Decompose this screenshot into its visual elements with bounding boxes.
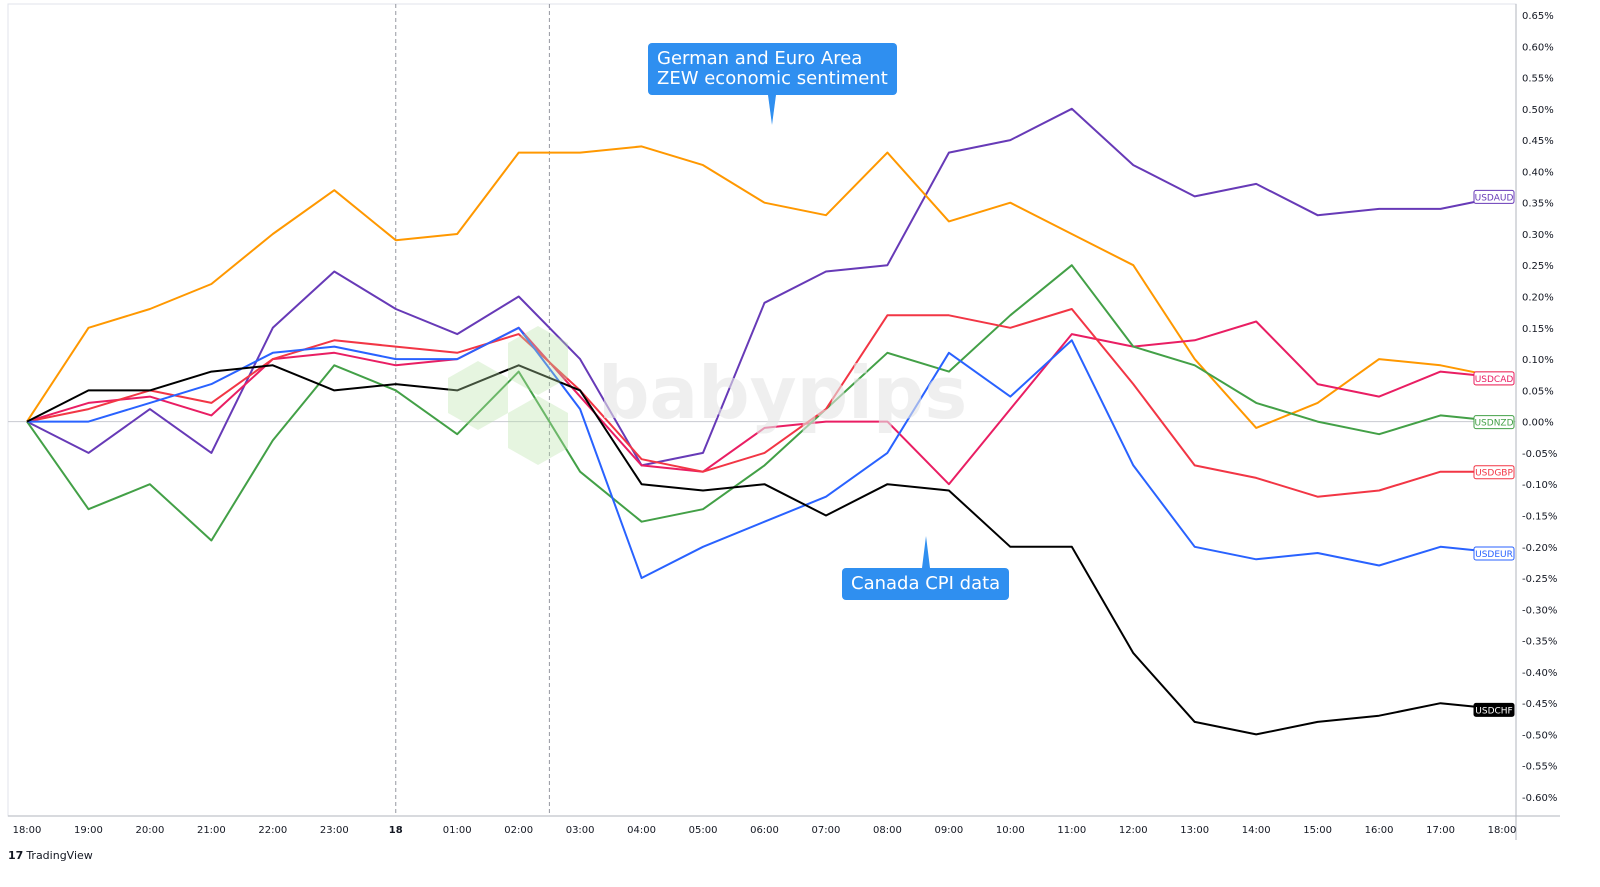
tradingview-logo-icon: 17 — [8, 849, 24, 862]
x-tick-label: 08:00 — [873, 825, 902, 836]
x-tick-label: 04:00 — [627, 825, 656, 836]
series-line-usdaud — [26, 107, 1503, 467]
x-tick-label: 09:00 — [934, 825, 963, 836]
x-tick-label: 17:00 — [1426, 825, 1455, 836]
annotation-cpi-line-1: Canada CPI data — [851, 573, 1001, 594]
series-tag-label-usdgbp: USDGBP — [1475, 469, 1513, 479]
series-line-usdnzd — [26, 264, 1503, 542]
x-tick-label: 03:00 — [566, 825, 595, 836]
series-line-usdgbp — [26, 308, 1502, 498]
x-tick-label: 05:00 — [689, 825, 718, 836]
y-tick-label: 0.15% — [1522, 324, 1554, 335]
x-tick-label: 18:00 — [1488, 825, 1517, 836]
y-tick-label: -0.45% — [1522, 699, 1557, 710]
x-tick-label: 15:00 — [1303, 825, 1332, 836]
x-tick-label: 01:00 — [443, 825, 472, 836]
x-tick-label: 18 — [389, 825, 403, 836]
y-tick-label: 0.55% — [1522, 74, 1554, 85]
x-tick-label: 14:00 — [1242, 825, 1271, 836]
series-line-usdjpy — [26, 145, 1503, 429]
x-tick-label: 18:00 — [13, 825, 42, 836]
x-tick-label: 06:00 — [750, 825, 779, 836]
y-tick-label: -0.60% — [1522, 793, 1557, 804]
x-tick-label: 13:00 — [1180, 825, 1209, 836]
y-tick-label: -0.25% — [1522, 574, 1557, 585]
annotation-zew: German and Euro Area ZEW economic sentim… — [648, 43, 897, 125]
y-tick-label: 0.20% — [1522, 293, 1554, 304]
annotation-zew-line-1: German and Euro Area — [657, 48, 863, 69]
x-tick-label: 16:00 — [1365, 825, 1394, 836]
event-lines-layer — [395, 4, 550, 816]
annotation-zew-line-2: ZEW economic sentiment — [657, 68, 888, 89]
series-tag-box-usdaud — [1473, 189, 1515, 204]
x-tick-label: 12:00 — [1119, 825, 1148, 836]
series-tag-label-usdchf: USDCHF — [1475, 706, 1512, 716]
y-tick-label: 0.10% — [1522, 355, 1554, 366]
y-tick-label: -0.50% — [1522, 730, 1557, 741]
y-tick-label: 0.45% — [1522, 136, 1554, 147]
x-tick-label: 20:00 — [136, 825, 165, 836]
series-tag-box-usdnzd — [1473, 415, 1515, 430]
y-axis-ticks: 0.65% 0.60% 0.55% 0.50% 0.45% 0.40% 0.35% 0.30%… — [1522, 11, 1557, 804]
x-tick-label: 21:00 — [197, 825, 226, 836]
y-tick-label: -0.15% — [1522, 511, 1557, 522]
x-tick-label: 19:00 — [74, 825, 103, 836]
tradingview-brand[interactable]: 17 TradingView — [8, 849, 93, 862]
y-tick-label: 0.60% — [1522, 42, 1554, 53]
series-price-tags: USDAUDUSDJPYUSDCADUSDNZDUSDGBPUSDEURUSDC… — [1473, 189, 1515, 717]
series-tag-box-usdchf — [1473, 702, 1515, 717]
series-tag-box-usdeur — [1473, 546, 1515, 561]
x-tick-label: 23:00 — [320, 825, 349, 836]
y-tick-label: 0.00% — [1522, 418, 1554, 429]
y-tick-label: 0.35% — [1522, 199, 1554, 210]
x-tick-label: 10:00 — [996, 825, 1025, 836]
series-tag-label-usdaud: USDAUD — [1475, 193, 1514, 203]
x-axis-ticks: 18:00 19:00 20:00 21:00 22:00 23:00 18 01:00 02:… — [13, 825, 1517, 836]
y-tick-label: -0.10% — [1522, 480, 1557, 491]
series-line-usdcad — [26, 320, 1503, 486]
series-line-usdeur — [27, 326, 1503, 579]
series-tag-label-usdnzd: USDNZD — [1474, 419, 1513, 429]
y-tick-label: 0.40% — [1522, 167, 1554, 178]
series-layer — [26, 107, 1503, 736]
y-tick-label: 0.65% — [1522, 11, 1554, 22]
annotation-canada-cpi: Canada CPI data — [842, 536, 1010, 600]
y-tick-label: -0.55% — [1522, 762, 1557, 773]
series-tag-label-usdcad: USDCAD — [1475, 375, 1514, 385]
y-tick-label: 0.25% — [1522, 261, 1554, 272]
series-tag-box-usdcad — [1473, 371, 1515, 386]
y-tick-label: -0.05% — [1522, 449, 1557, 460]
x-tick-label: 22:00 — [258, 825, 287, 836]
y-tick-label: -0.20% — [1522, 543, 1557, 554]
annotation-zew-pointer — [768, 95, 777, 125]
plot-border — [7, 3, 1517, 817]
y-tick-label: 0.05% — [1522, 386, 1554, 397]
series-line-usdchf — [26, 364, 1503, 736]
annotation-cpi-pointer — [921, 536, 930, 568]
y-tick-label: 0.50% — [1522, 105, 1554, 116]
y-tick-label: -0.40% — [1522, 668, 1557, 679]
series-tag-box-usdgbp — [1473, 465, 1515, 480]
y-tick-label: 0.30% — [1522, 230, 1554, 241]
x-tick-label: 02:00 — [504, 825, 533, 836]
y-tick-label: -0.30% — [1522, 605, 1557, 616]
x-tick-label: 11:00 — [1057, 825, 1086, 836]
y-tick-label: -0.35% — [1522, 637, 1557, 648]
x-tick-label: 07:00 — [812, 825, 841, 836]
series-tag-label-usdeur: USDEUR — [1475, 550, 1513, 560]
tradingview-brand-name: TradingView — [26, 849, 93, 862]
